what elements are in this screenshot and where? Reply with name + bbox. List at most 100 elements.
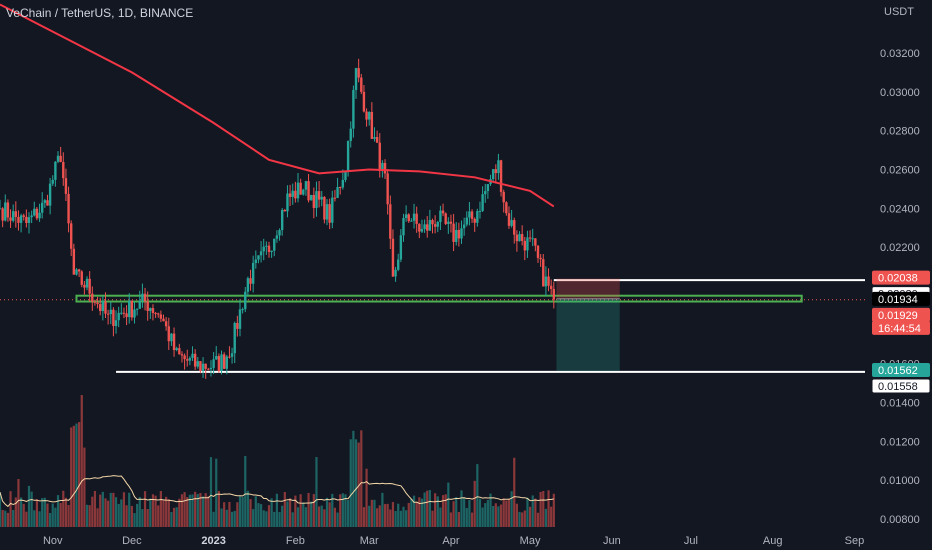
- candle-body: [135, 308, 139, 310]
- candle-body: [349, 128, 352, 141]
- volume-bar: [241, 496, 244, 527]
- time-axis-label: 2023: [201, 535, 225, 547]
- candle-body: [502, 191, 505, 203]
- candle: [228, 346, 231, 359]
- candle: [354, 67, 358, 99]
- candle: [547, 268, 550, 292]
- volume-bar: [333, 507, 337, 527]
- candle-body: [328, 204, 331, 223]
- candle: [370, 102, 374, 140]
- candle: [283, 208, 287, 212]
- candle: [191, 346, 194, 361]
- candle-body: [378, 142, 381, 171]
- candle-body: [112, 309, 115, 327]
- price-axis[interactable]: 0.03200 0.03000 0.02800 0.02600 0.02400 0.022…: [870, 0, 932, 530]
- price-axis-label: 0.02600: [880, 165, 920, 177]
- candle-body: [431, 220, 434, 225]
- candle: [444, 212, 447, 225]
- candle: [325, 199, 329, 226]
- candle-body: [204, 363, 207, 369]
- volume-bar: [486, 499, 489, 527]
- volume-bar: [439, 507, 442, 527]
- candle: [59, 146, 62, 163]
- volume-bar: [215, 458, 218, 527]
- candle-body: [183, 355, 186, 360]
- candle-body: [478, 210, 482, 212]
- currency-label: USDT: [884, 6, 914, 18]
- price-axis-label: 0.01200: [880, 436, 920, 448]
- candle-body: [352, 89, 355, 129]
- candle-body: [46, 200, 49, 206]
- volume-bar: [457, 512, 460, 527]
- candle: [56, 151, 60, 164]
- time-axis[interactable]: Nov Dec 2023 Feb Mar Apr May Jun Jul Aug Sep: [0, 530, 932, 550]
- candle: [130, 300, 134, 321]
- take-profit-zone[interactable]: [556, 298, 620, 372]
- candle: [436, 220, 439, 233]
- volume-bar: [515, 503, 518, 527]
- candle-body: [109, 309, 112, 315]
- candle: [502, 189, 505, 213]
- candle-body: [505, 202, 508, 214]
- candle-body: [296, 182, 300, 199]
- candle-body: [381, 162, 384, 171]
- candle: [523, 236, 527, 261]
- candle-body: [175, 348, 178, 351]
- candle-body: [341, 179, 345, 188]
- candle: [549, 279, 553, 295]
- volume-bar: [130, 505, 133, 527]
- candle: [178, 343, 181, 355]
- volume-bar: [478, 498, 482, 527]
- candle-body: [499, 160, 503, 192]
- candle: [51, 175, 54, 186]
- candle-body: [418, 223, 421, 232]
- candle-body: [191, 353, 194, 358]
- volume-bar: [138, 497, 141, 527]
- candle: [9, 209, 12, 228]
- candle: [143, 287, 147, 311]
- candle-body: [64, 178, 68, 194]
- time-axis-label: Aug: [763, 535, 783, 547]
- symbol-title[interactable]: VeChain / TetherUS, 1D, BINANCE: [6, 6, 194, 20]
- candle-body: [526, 237, 529, 251]
- volume-bar: [447, 482, 450, 527]
- volume-bar: [244, 456, 247, 527]
- candle-body: [88, 278, 91, 294]
- volume-bar: [209, 457, 213, 527]
- candle-body: [344, 171, 347, 180]
- candle-body: [333, 197, 337, 199]
- candle: [125, 305, 128, 326]
- candle: [19, 213, 23, 233]
- candle: [294, 181, 297, 203]
- candle: [336, 177, 339, 199]
- candle-body: [404, 214, 408, 219]
- candle-body: [507, 213, 511, 226]
- candle-body: [254, 259, 258, 263]
- volume-bar: [528, 506, 532, 527]
- volume-bar: [526, 497, 529, 527]
- volume-bar: [25, 511, 28, 527]
- candle: [75, 268, 78, 276]
- support-zone-rectangle[interactable]: [75, 294, 803, 303]
- volume-bar: [550, 506, 553, 527]
- candle-body: [386, 173, 389, 205]
- price-tag-box: [872, 320, 930, 335]
- candle-body: [278, 230, 281, 236]
- price-tag-box: [871, 378, 931, 394]
- stop-loss-zone[interactable]: [556, 278, 620, 299]
- volume-bar: [349, 439, 352, 527]
- candle-body: [209, 367, 213, 370]
- candle: [341, 169, 345, 190]
- drawing-layer[interactable]: [0, 278, 865, 373]
- candle: [280, 208, 284, 236]
- volume-bar: [481, 507, 484, 527]
- volume-bar: [99, 494, 102, 527]
- volume-bar: [383, 504, 387, 527]
- candle: [151, 304, 155, 321]
- candle: [244, 287, 247, 313]
- candle: [117, 306, 120, 328]
- candle-body: [93, 301, 97, 303]
- candle: [164, 317, 168, 331]
